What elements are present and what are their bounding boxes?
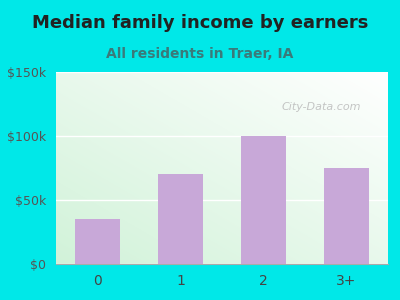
Text: All residents in Traer, IA: All residents in Traer, IA — [106, 46, 294, 61]
Bar — [75, 219, 120, 264]
Bar — [158, 174, 203, 264]
Bar — [324, 168, 369, 264]
Text: City-Data.com: City-Data.com — [282, 102, 361, 112]
Bar — [241, 136, 286, 264]
Text: Median family income by earners: Median family income by earners — [32, 14, 368, 32]
